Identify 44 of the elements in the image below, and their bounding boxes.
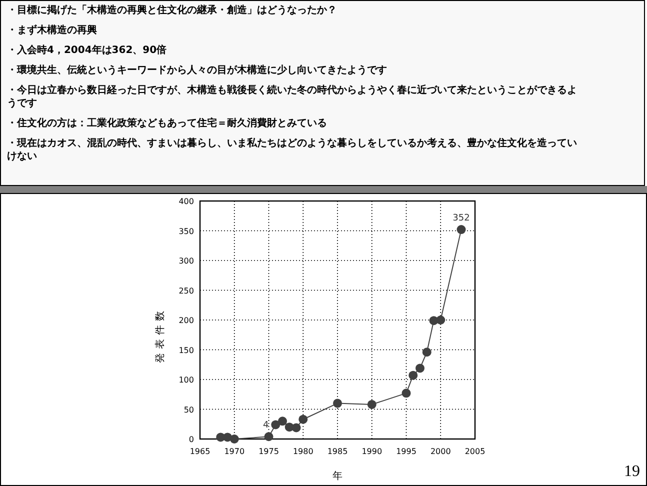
point [416, 364, 424, 373]
point [264, 432, 274, 442]
text: 19 [624, 463, 640, 480]
point [408, 370, 418, 380]
y-tick-label: 300 [178, 256, 194, 266]
x-tick-label: 1965 [190, 447, 210, 456]
text: ・環境共生、伝統というキーワードから人々の目が木構造に少し向いてきたようです [7, 64, 388, 77]
point [436, 316, 446, 324]
point [333, 398, 342, 408]
y-tick-label: 250 [178, 286, 194, 296]
x-axis-title: 年 [332, 470, 342, 482]
y-tick-label: 400 [178, 197, 194, 206]
y-tick-label: 350 [178, 226, 194, 236]
point [298, 414, 308, 424]
point [456, 225, 466, 234]
y-tick-label: 0 [188, 435, 194, 444]
text: ・住文化の方は：工業化政策などもあって住宅＝耐久消費財とみている [7, 117, 328, 130]
point [271, 420, 280, 430]
x-tick-label: 2000 [430, 447, 451, 456]
y-tick-label: 50 [184, 405, 194, 414]
point [278, 416, 287, 426]
text: ・現在はカオス、混乱の時代、すまいは暮らし、いま私たちはどのような暮らしをしているか考える、豊かな住文化を造っていけない [7, 137, 578, 163]
x-tick-label: 1995 [396, 447, 416, 456]
data-label: 352 [452, 214, 470, 224]
y-tick-label: 100 [178, 376, 194, 384]
text: ・まず木構造の再興 [7, 24, 98, 37]
x-tick-label: 1975 [258, 447, 279, 456]
point [402, 388, 411, 398]
y-tick-label: 200 [178, 316, 194, 325]
point [422, 348, 432, 357]
y-axis-title: 発表件数 [154, 307, 166, 363]
point [230, 434, 239, 444]
x-tick-label: 1985 [327, 447, 348, 456]
x-tick-label: 1980 [292, 447, 314, 456]
point [367, 400, 376, 409]
data-label: 4 [263, 420, 270, 431]
text: ・今日は立春から数日経った日ですが、木構造も戦後長く続いた冬の時代からようやく春に近づいて来たということができるようです [7, 84, 578, 110]
x-tick-label: 1990 [362, 447, 382, 456]
point [292, 423, 301, 432]
x-tick-label: 1970 [224, 447, 245, 456]
text: ・入会時4，2004年は362、90倍 [7, 44, 168, 57]
y-tick-label: 150 [178, 346, 194, 355]
x-tick-label: 2005 [464, 447, 486, 456]
text: ・目標に掲げた「木構造の再興と住文化の継承・創造」はどうなったか？ [7, 4, 338, 17]
